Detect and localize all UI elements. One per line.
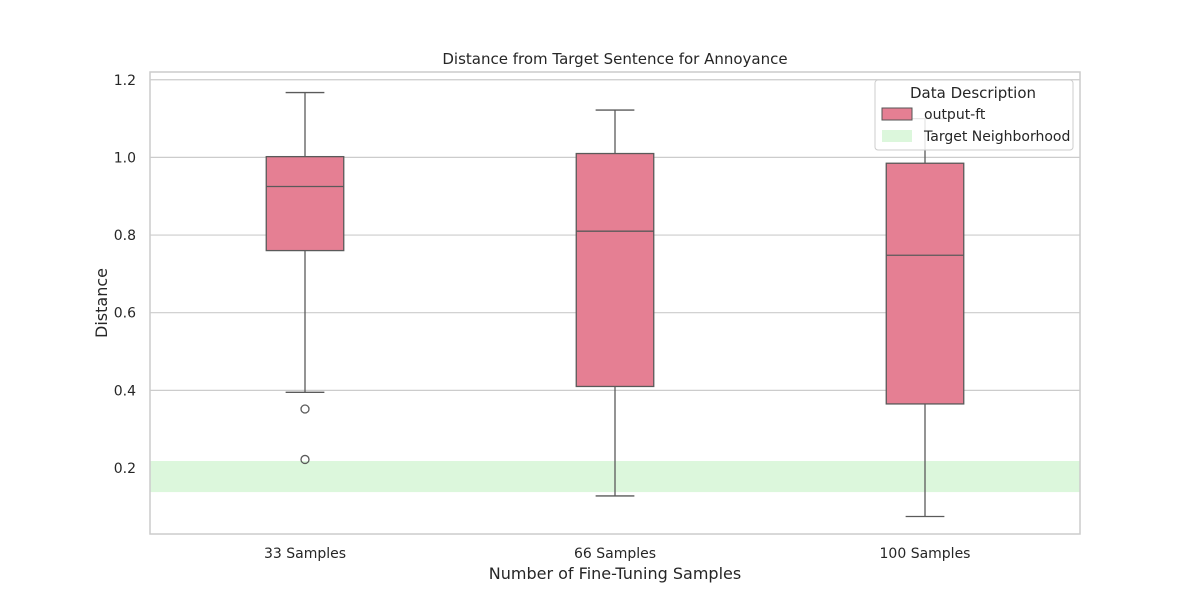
x-tick-label: 100 Samples (880, 546, 971, 562)
box-2 (575, 109, 655, 497)
iqr-box (265, 155, 345, 252)
x-axis-title: Number of Fine-Tuning Samples (489, 564, 741, 583)
legend: Data Description output-ft Target Neighb… (874, 79, 1074, 151)
y-tick-label: 0.8 (114, 228, 136, 244)
legend-title: Data Description (910, 84, 1036, 102)
outlier-point (300, 404, 310, 414)
y-tick-label: 0.6 (114, 306, 136, 322)
x-tick-labels: 33 Samples 66 Samples 100 Samples (264, 546, 971, 562)
legend-frame (874, 79, 1074, 151)
box-1 (265, 91, 345, 465)
plot-frame (149, 71, 1081, 535)
y-tick-label: 1.2 (114, 73, 136, 89)
legend-label-target-neighborhood: Target Neighborhood (923, 129, 1070, 145)
y-tick-labels: 0.2 0.4 0.6 0.8 1.0 1.2 (114, 73, 136, 477)
y-tick-label: 0.2 (114, 461, 136, 477)
y-axis-title: Distance (92, 268, 111, 338)
legend-swatch-target-neighborhood (882, 130, 912, 142)
x-tick-label: 66 Samples (574, 546, 656, 562)
y-tick-label: 1.0 (114, 150, 136, 166)
x-tick-label: 33 Samples (264, 546, 346, 562)
boxes-layer (265, 91, 965, 518)
outlier-point (300, 454, 310, 465)
iqr-box (575, 152, 655, 388)
y-tick-label: 0.4 (114, 383, 136, 399)
chart-title: Distance from Target Sentence for Annoya… (442, 50, 787, 68)
box-3 (885, 117, 965, 518)
iqr-box (885, 162, 965, 405)
legend-swatch-output-ft (881, 107, 913, 121)
legend-label-output-ft: output-ft (924, 107, 986, 123)
